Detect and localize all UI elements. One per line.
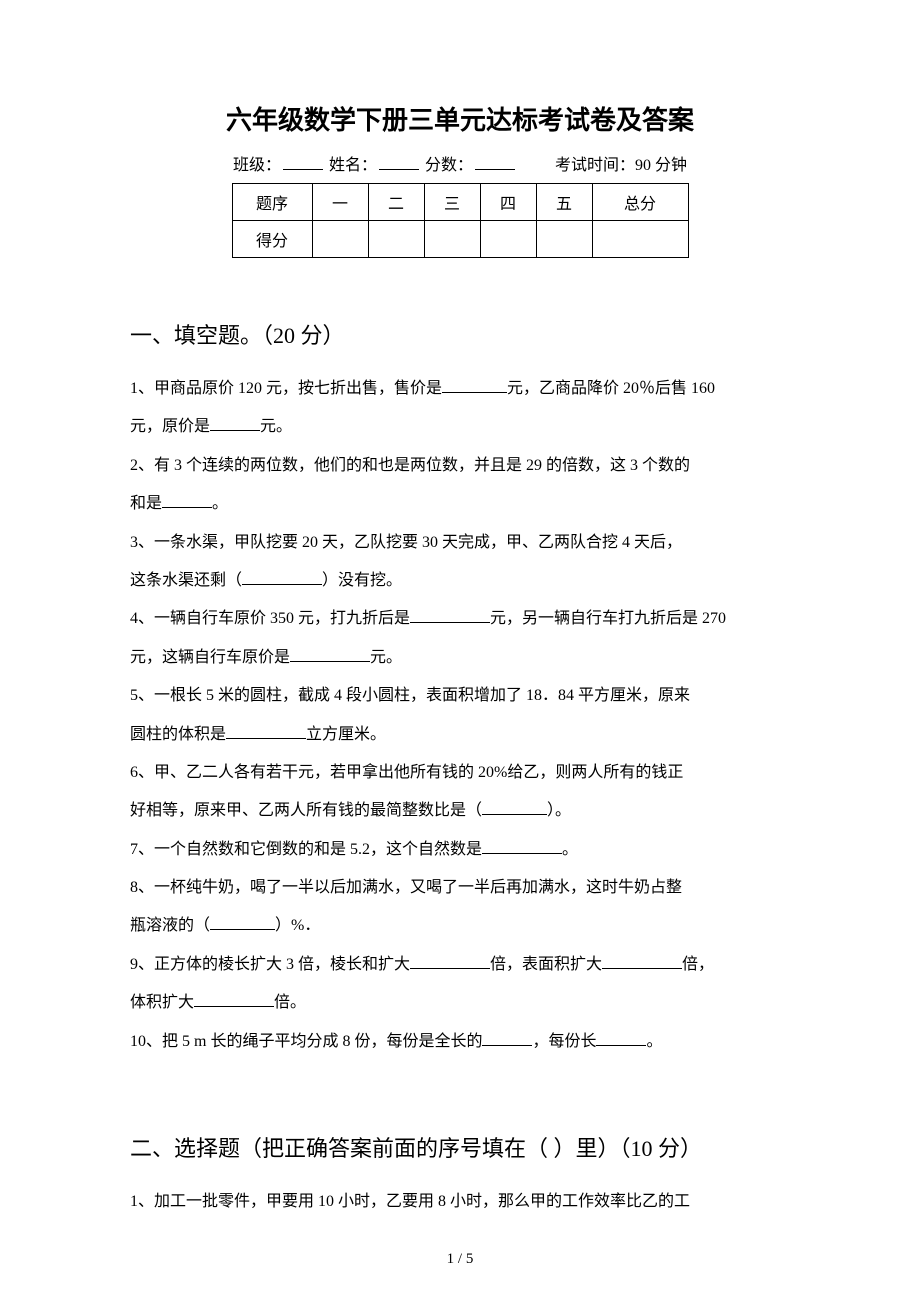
question-2: 2、有 3 个连续的两位数，他们的和也是两位数，并且是 29 的倍数，这 3 个… xyxy=(130,447,790,485)
exam-info-line: 班级： 姓名： 分数： 考试时间：90 分钟 xyxy=(130,151,790,175)
table-row: 题序 一 二 三 四 五 总分 xyxy=(232,184,688,221)
question-7: 7、一个自然数和它倒数的和是 5.2，这个自然数是。 xyxy=(130,831,790,869)
fill-blank xyxy=(210,929,275,930)
table-cell: 五 xyxy=(536,184,592,221)
question-9: 9、正方体的棱长扩大 3 倍，棱长和扩大倍，表面积扩大倍， xyxy=(130,946,790,984)
fill-blank xyxy=(596,1045,646,1046)
question-6: 6、甲、乙二人各有若干元，若甲拿出他所有钱的 20%给乙，则两人所有的钱正 xyxy=(130,754,790,792)
table-cell: 总分 xyxy=(592,184,688,221)
section-1-heading: 一、填空题。（20 分） xyxy=(130,318,790,350)
question-s2-1: 1、加工一批零件，甲要用 10 小时，乙要用 8 小时，那么甲的工作效率比乙的工 xyxy=(130,1183,790,1221)
table-cell: 二 xyxy=(368,184,424,221)
question-3-cont: 这条水渠还剩（）没有挖。 xyxy=(130,562,790,600)
table-cell-empty xyxy=(368,221,424,258)
fill-blank xyxy=(410,968,490,969)
table-cell-empty xyxy=(312,221,368,258)
question-1: 1、甲商品原价 120 元，按七折出售，售价是元，乙商品降价 20％后售 160 xyxy=(130,370,790,408)
class-blank xyxy=(283,154,323,170)
fill-blank xyxy=(226,738,306,739)
question-1-cont: 元，原价是元。 xyxy=(130,408,790,446)
name-blank xyxy=(379,154,419,170)
time-label: 考试时间：90 分钟 xyxy=(555,157,687,174)
table-cell-empty xyxy=(536,221,592,258)
fill-blank xyxy=(442,392,507,393)
question-2-cont: 和是。 xyxy=(130,485,790,523)
fill-blank xyxy=(162,507,212,508)
fill-blank xyxy=(290,661,370,662)
score-label: 分数： xyxy=(425,157,473,174)
question-8: 8、一杯纯牛奶，喝了一半以后加满水，又喝了一半后再加满水，这时牛奶占整 xyxy=(130,869,790,907)
score-blank xyxy=(475,154,515,170)
question-4: 4、一辆自行车原价 350 元，打九折后是元，另一辆自行车打九折后是 270 xyxy=(130,600,790,638)
table-cell: 三 xyxy=(424,184,480,221)
fill-blank xyxy=(482,1045,532,1046)
table-row: 得分 xyxy=(232,221,688,258)
fill-blank xyxy=(482,853,562,854)
table-cell: 四 xyxy=(480,184,536,221)
fill-blank xyxy=(602,968,682,969)
table-cell-empty xyxy=(424,221,480,258)
table-header-cell: 得分 xyxy=(232,221,312,258)
table-cell: 一 xyxy=(312,184,368,221)
name-label: 姓名： xyxy=(329,157,377,174)
fill-blank xyxy=(410,622,490,623)
page-number: 1 / 5 xyxy=(130,1251,790,1268)
exam-title: 六年级数学下册三单元达标考试卷及答案 xyxy=(130,100,790,137)
class-label: 班级： xyxy=(233,157,281,174)
table-cell-empty xyxy=(480,221,536,258)
question-8-cont: 瓶溶液的（）%． xyxy=(130,907,790,945)
question-6-cont: 好相等，原来甲、乙两人所有钱的最简整数比是（）。 xyxy=(130,792,790,830)
question-3: 3、一条水渠，甲队挖要 20 天，乙队挖要 30 天完成，甲、乙两队合挖 4 天… xyxy=(130,524,790,562)
question-5-cont: 圆柱的体积是立方厘米。 xyxy=(130,716,790,754)
fill-blank xyxy=(210,430,260,431)
score-table: 题序 一 二 三 四 五 总分 得分 xyxy=(232,183,689,258)
table-cell-empty xyxy=(592,221,688,258)
section-2-heading: 二、选择题（把正确答案前面的序号填在（ ）里）（10 分） xyxy=(130,1131,790,1163)
question-9-cont: 体积扩大倍。 xyxy=(130,984,790,1022)
table-header-cell: 题序 xyxy=(232,184,312,221)
question-5: 5、一根长 5 米的圆柱，截成 4 段小圆柱，表面积增加了 18．84 平方厘米… xyxy=(130,677,790,715)
question-4-cont: 元，这辆自行车原价是元。 xyxy=(130,639,790,677)
fill-blank xyxy=(194,1006,274,1007)
fill-blank xyxy=(242,584,322,585)
question-10: 10、把 5 m 长的绳子平均分成 8 份，每份是全长的，每份长。 xyxy=(130,1023,790,1061)
fill-blank xyxy=(482,814,547,815)
